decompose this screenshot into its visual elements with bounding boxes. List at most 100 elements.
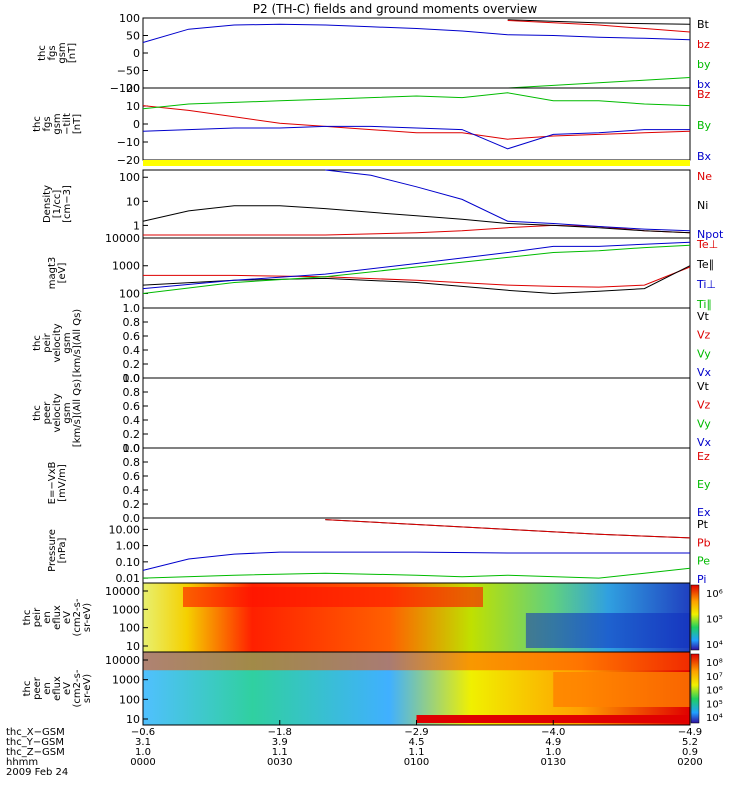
y-axis-label-line: magt3 bbox=[47, 257, 58, 290]
spectrogram-band bbox=[416, 715, 690, 723]
y-tick-label: 10 bbox=[126, 640, 140, 653]
colorbar-tick-label: 10⁷ bbox=[706, 672, 723, 683]
x-axis-row-label: 2009 Feb 24 bbox=[6, 767, 68, 778]
x-tick-label-x: −4.9 bbox=[678, 727, 702, 738]
x-axis-row-label: thc_Y−GSM bbox=[6, 737, 64, 748]
y-axis-label-line: thc bbox=[37, 45, 48, 61]
y-tick-label: 0.2 bbox=[123, 358, 141, 371]
y-axis-label: thc peir velocity gsm [km/s](All Qs) bbox=[32, 309, 83, 377]
figure-title: P2 (TH-C) fields and ground moments over… bbox=[253, 2, 538, 16]
x-axis-row-label: thc_Z−GSM bbox=[6, 747, 65, 758]
panel-1: 100 50 0 −50 −100 thc fgs gsm [nT] Bt bz by bx bbox=[37, 12, 711, 95]
y-axis-label-line: en bbox=[42, 611, 53, 624]
legend-entry: Vx bbox=[697, 366, 712, 379]
spectrogram-band bbox=[143, 652, 690, 671]
y-tick-label: 10 bbox=[126, 195, 140, 208]
y-tick-label: 10.00 bbox=[109, 523, 141, 536]
y-tick-label: 100 bbox=[119, 287, 140, 300]
legend-entry: Pb bbox=[697, 536, 711, 549]
x-tick-label-z: 1.0 bbox=[135, 747, 151, 758]
y-axis-label-line: eflux bbox=[52, 605, 63, 630]
y-tick-label: 1 bbox=[133, 219, 140, 232]
y-tick-label: 0.2 bbox=[123, 498, 141, 511]
x-tick-label-t: 0200 bbox=[677, 757, 702, 768]
x-tick-label-z: 0.9 bbox=[682, 747, 698, 758]
series-line-Pe bbox=[142, 567, 691, 579]
y-tick-label: 0.8 bbox=[123, 386, 141, 399]
y-tick-label: 100 bbox=[119, 171, 140, 184]
y-tick-label: 0 bbox=[133, 118, 140, 131]
y-axis-label: thc fgs gsm [nT] bbox=[37, 42, 78, 63]
y-axis-label-line: [nT] bbox=[67, 43, 78, 63]
series-line-by bbox=[507, 77, 691, 89]
y-axis-label-line: E=−VxB bbox=[47, 462, 58, 505]
series-line-Bt bbox=[507, 19, 691, 25]
y-axis-label-line: sr-eV) bbox=[82, 603, 93, 632]
y-tick-label: −100 bbox=[110, 82, 140, 95]
y-tick-label: 10 bbox=[126, 100, 140, 113]
colorbar: 10⁶ 10⁵ 10⁴ bbox=[690, 584, 723, 651]
legend-entry: by bbox=[697, 58, 711, 71]
series-line-Te∥ bbox=[142, 265, 691, 295]
legend-entry: By bbox=[697, 119, 712, 132]
y-tick-label: 100 bbox=[119, 622, 140, 635]
panel-frame bbox=[142, 447, 691, 519]
x-tick-label-t: 0030 bbox=[267, 757, 292, 768]
panel-frame bbox=[142, 87, 691, 161]
legend-entry: bx bbox=[697, 78, 711, 91]
y-axis-label-line: peer bbox=[32, 676, 43, 700]
legend-entry: Bt bbox=[697, 18, 710, 31]
legend-entry: Vy bbox=[697, 417, 711, 430]
colorbar-tick-label: 10⁶ bbox=[706, 686, 723, 697]
y-tick-label: 0.6 bbox=[123, 400, 141, 413]
y-tick-label: 0.8 bbox=[123, 456, 141, 469]
legend-entry: Te∥ bbox=[696, 258, 714, 271]
legend-entry: Vt bbox=[697, 380, 710, 393]
y-tick-label: 0.8 bbox=[123, 316, 141, 329]
legend-entry: bz bbox=[697, 38, 710, 51]
x-tick-label-x: −4.0 bbox=[541, 727, 565, 738]
y-axis-label-line: eV bbox=[62, 682, 73, 695]
legend-entry: Ex bbox=[697, 506, 711, 519]
y-axis-label-line: [eV] bbox=[57, 263, 68, 284]
colorbar-scale bbox=[690, 653, 700, 724]
legend-entry: Ey bbox=[697, 478, 711, 491]
series-line-Npot bbox=[325, 169, 691, 232]
colorbar-tick-label: 10⁴ bbox=[706, 640, 723, 651]
y-axis-label-line: [1/cc] bbox=[52, 190, 63, 219]
colorbar-tick-label: 10⁶ bbox=[706, 589, 723, 600]
y-axis-label-line: thc bbox=[22, 610, 33, 626]
y-tick-label: 0.4 bbox=[123, 484, 141, 497]
y-axis-label-line: eflux bbox=[52, 676, 63, 701]
y-axis-label: thc peir en eflux eV (cm2-s-sr-eV) bbox=[22, 598, 93, 636]
y-axis-label-line: (cm2-s- bbox=[72, 669, 83, 707]
y-axis-label-line: sr-eV) bbox=[82, 674, 93, 703]
y-axis-label-line: thc bbox=[32, 405, 43, 421]
panel-frame bbox=[142, 377, 691, 449]
y-tick-label: 10 bbox=[126, 713, 140, 726]
y-axis-label-line: [km/s](All Qs) bbox=[72, 379, 83, 447]
panel-8: 10.00 1.00 0.10 0.01 Pressure [nPa] Pt Pb Pe Pi bbox=[47, 517, 711, 586]
legend-entry: Te⊥ bbox=[696, 238, 718, 251]
y-tick-label: −20 bbox=[117, 154, 140, 167]
legend-entry: Vz bbox=[697, 329, 711, 342]
y-axis-label-line: −tilt bbox=[62, 113, 73, 135]
series-line-Ti∥ bbox=[142, 244, 691, 294]
panel-9: 10⁶ 10⁵ 10⁴ 10000 1000 100 10 thc peir en eflux eV(… bbox=[22, 582, 723, 653]
series-line-Bx bbox=[142, 125, 690, 150]
x-tick-label-y: 5.2 bbox=[682, 737, 698, 748]
x-tick-label-y: 3.9 bbox=[272, 737, 288, 748]
x-tick-label-y: 3.1 bbox=[135, 737, 151, 748]
y-tick-label: 1.0 bbox=[123, 372, 141, 385]
legend-entry: Ne bbox=[697, 170, 712, 183]
x-tick-label-z: 1.1 bbox=[409, 747, 425, 758]
x-axis-row-label: thc_X−GSM bbox=[6, 727, 65, 738]
y-axis-label: thc peer en eflux eV (cm2-s-sr-eV) bbox=[22, 669, 93, 707]
y-tick-label: 10000 bbox=[105, 585, 140, 598]
panel-frame bbox=[142, 517, 691, 584]
legend-entry: Ti∥ bbox=[696, 298, 712, 311]
y-axis-label-line: [km/s](All Qs) bbox=[72, 309, 83, 377]
